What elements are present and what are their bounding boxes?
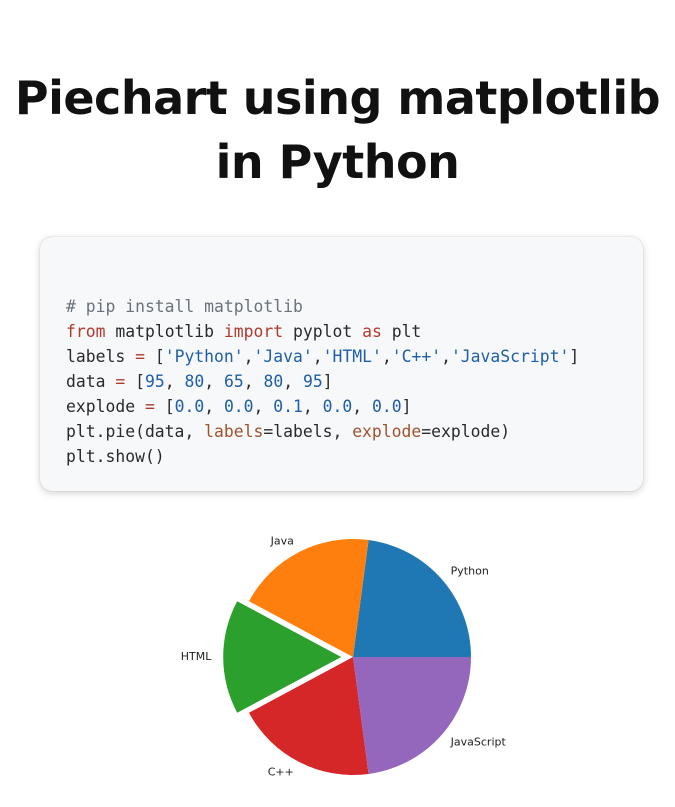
pie-slice-javascript <box>353 657 471 774</box>
code-token: 95 <box>302 372 323 391</box>
code-token: = <box>135 347 145 366</box>
code-token: = <box>144 397 155 416</box>
title-line-2: in Python <box>215 135 460 189</box>
pie-slice-c- <box>248 657 369 775</box>
code-token: [ <box>144 347 165 366</box>
code-token: , <box>243 347 254 366</box>
pie-label: HTML <box>181 650 212 663</box>
code-token: labels <box>66 347 136 366</box>
code-line: data = [95, 80, 65, 80, 95] <box>66 369 579 394</box>
code-token: ] <box>569 347 580 366</box>
code-token: 80 <box>184 372 205 391</box>
code-token: , <box>243 372 264 391</box>
code-token: , <box>204 372 224 391</box>
code-line: plt.pie(data, labels=labels, explode=exp… <box>66 419 579 444</box>
code-line: # pip install matplotlib <box>66 294 579 319</box>
code-token: 0.0 <box>174 397 205 416</box>
code-token: 'JavaScript' <box>450 347 570 366</box>
code-token: =labels, <box>263 422 353 441</box>
code-line: labels = ['Python','Java','HTML','C++','… <box>66 344 579 369</box>
pie-label: Java <box>270 534 294 547</box>
code-token: explode <box>352 422 422 441</box>
code-token: 80 <box>263 372 284 391</box>
pie-slice-html <box>223 601 342 713</box>
code-token: 'HTML' <box>322 347 382 366</box>
code-token: , <box>312 347 323 366</box>
code-block: # pip install matplotlib from matplotlib … <box>40 237 643 491</box>
pie-label: Python <box>451 564 489 577</box>
pie-label: JavaScript <box>450 736 507 749</box>
code-line: from matplotlib import pyplot as plt <box>66 319 579 344</box>
code-token: [ <box>154 397 175 416</box>
code-token: 0.0 <box>322 397 353 416</box>
code-token: , <box>164 372 185 391</box>
code-token: import <box>223 322 284 341</box>
code-token: as <box>362 322 382 341</box>
page-title: Piechart using matplotlib in Python <box>0 66 675 194</box>
code-token: 0.1 <box>273 397 303 416</box>
code-token: plt.pie(data, <box>66 422 205 441</box>
code-token: 95 <box>144 372 165 391</box>
code-token: pyplot <box>283 322 363 341</box>
code-token: data <box>66 372 116 391</box>
pie-chart: Python Java HTML C++ JavaScript <box>181 534 507 779</box>
code-token: from <box>66 322 106 341</box>
code-token: 'C++' <box>391 347 442 366</box>
code-token: 65 <box>223 372 244 391</box>
code-token: plt <box>381 322 422 341</box>
code-token: , <box>283 372 303 391</box>
code-token: ] <box>322 372 333 391</box>
code-token: ] <box>401 397 412 416</box>
code-token: 'Java' <box>253 347 313 366</box>
code-token: , <box>302 397 323 416</box>
code-token: , <box>352 397 373 416</box>
code-token: = <box>115 372 126 391</box>
code-token: labels <box>204 422 264 441</box>
code-text: # pip install matplotlib from matplotlib … <box>66 294 579 469</box>
pie-slice-java <box>248 539 369 657</box>
code-token: 'Python' <box>164 347 244 366</box>
pie-slice-python <box>353 540 471 657</box>
code-token: explode <box>66 397 145 416</box>
pie-label: C++ <box>268 766 294 779</box>
code-token: 0.0 <box>223 397 254 416</box>
code-token: matplotlib <box>105 322 224 341</box>
code-token: =explode) <box>421 422 511 441</box>
code-token: # pip install matplotlib <box>66 297 303 316</box>
code-token: [ <box>125 372 145 391</box>
title-line-1: Piechart using matplotlib <box>14 71 661 125</box>
code-token: , <box>441 347 451 366</box>
code-line: plt.show() <box>66 444 579 469</box>
code-token: , <box>381 347 392 366</box>
code-token: , <box>204 397 224 416</box>
code-line: explode = [0.0, 0.0, 0.1, 0.0, 0.0] <box>66 394 579 419</box>
code-token: 0.0 <box>372 397 402 416</box>
code-token: , <box>253 397 274 416</box>
code-token: plt.show() <box>66 447 165 466</box>
